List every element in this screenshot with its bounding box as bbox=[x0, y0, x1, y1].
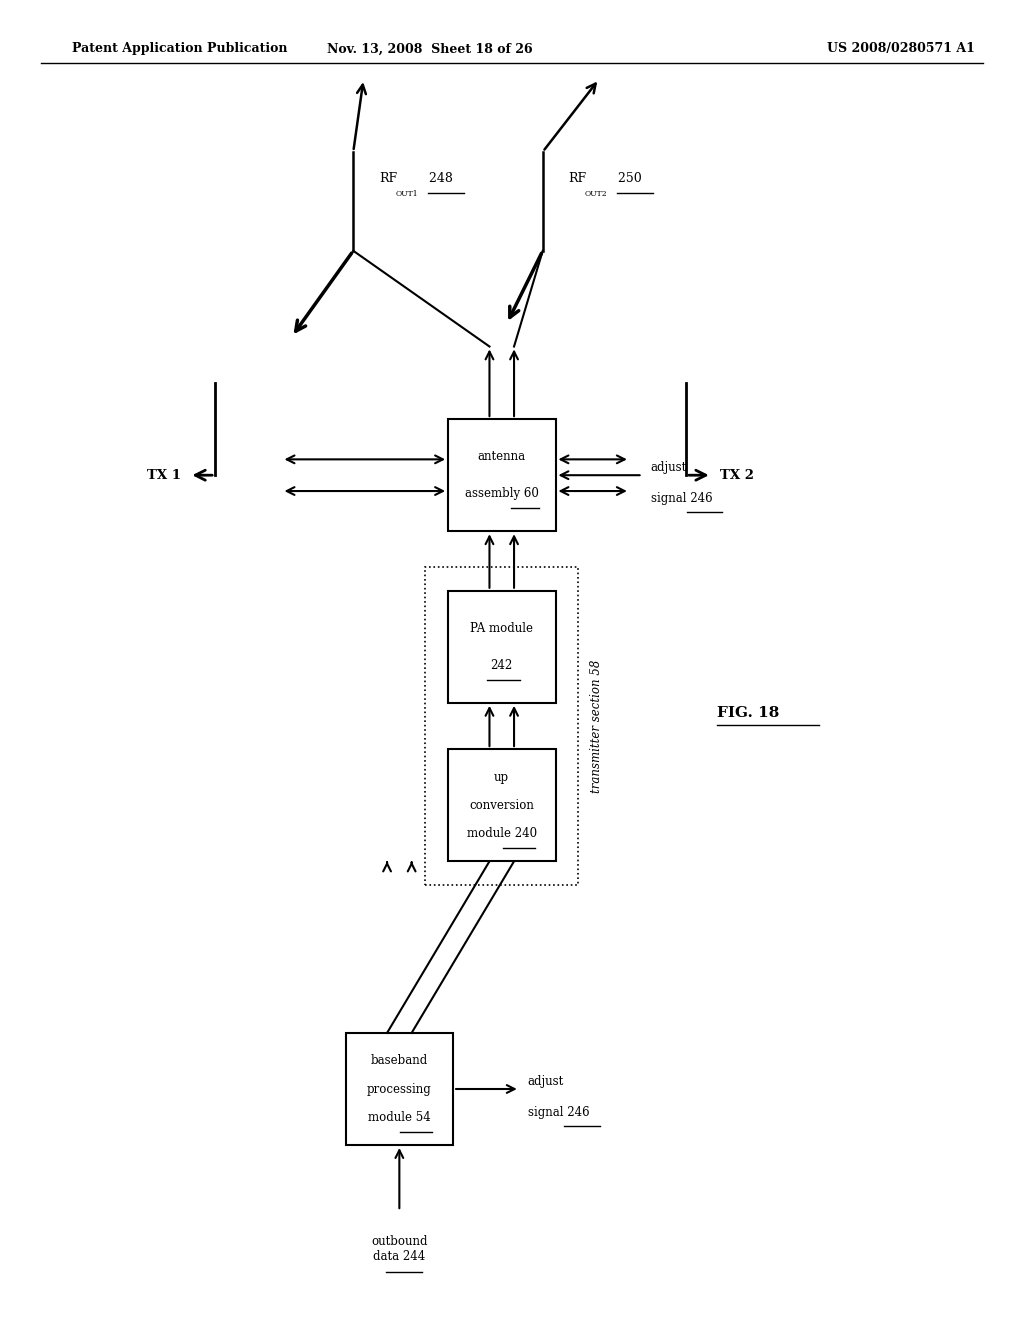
Text: PA module: PA module bbox=[470, 622, 534, 635]
Text: transmitter section 58: transmitter section 58 bbox=[590, 659, 603, 793]
Text: US 2008/0280571 A1: US 2008/0280571 A1 bbox=[827, 42, 975, 55]
Text: processing: processing bbox=[367, 1082, 432, 1096]
Text: 248: 248 bbox=[425, 172, 453, 185]
Text: module 54: module 54 bbox=[368, 1110, 431, 1123]
Text: antenna: antenna bbox=[478, 450, 525, 463]
Text: TX 2: TX 2 bbox=[720, 469, 754, 482]
Bar bbox=[449, 420, 555, 531]
Text: signal 246: signal 246 bbox=[651, 492, 713, 506]
Text: module 240: module 240 bbox=[467, 826, 537, 840]
Text: TX 1: TX 1 bbox=[147, 469, 181, 482]
Text: up: up bbox=[495, 771, 509, 784]
Text: conversion: conversion bbox=[469, 799, 535, 812]
Bar bbox=[346, 1032, 453, 1146]
Text: assembly 60: assembly 60 bbox=[465, 487, 539, 500]
Text: Patent Application Publication: Patent Application Publication bbox=[72, 42, 287, 55]
Text: RF: RF bbox=[568, 172, 587, 185]
Text: Nov. 13, 2008  Sheet 18 of 26: Nov. 13, 2008 Sheet 18 of 26 bbox=[328, 42, 532, 55]
Text: 242: 242 bbox=[490, 659, 513, 672]
Bar bbox=[426, 568, 578, 884]
Text: baseband: baseband bbox=[371, 1055, 428, 1068]
Text: signal 246: signal 246 bbox=[528, 1106, 590, 1119]
Bar bbox=[449, 748, 555, 861]
Text: RF: RF bbox=[379, 172, 397, 185]
Text: 250: 250 bbox=[614, 172, 642, 185]
Text: adjust: adjust bbox=[528, 1074, 564, 1088]
Text: adjust: adjust bbox=[651, 461, 687, 474]
Bar bbox=[449, 591, 555, 702]
Text: FIG. 18: FIG. 18 bbox=[717, 706, 779, 719]
Text: outbound
data 244: outbound data 244 bbox=[371, 1236, 428, 1263]
Text: OUT1: OUT1 bbox=[395, 190, 418, 198]
Text: OUT2: OUT2 bbox=[585, 190, 607, 198]
